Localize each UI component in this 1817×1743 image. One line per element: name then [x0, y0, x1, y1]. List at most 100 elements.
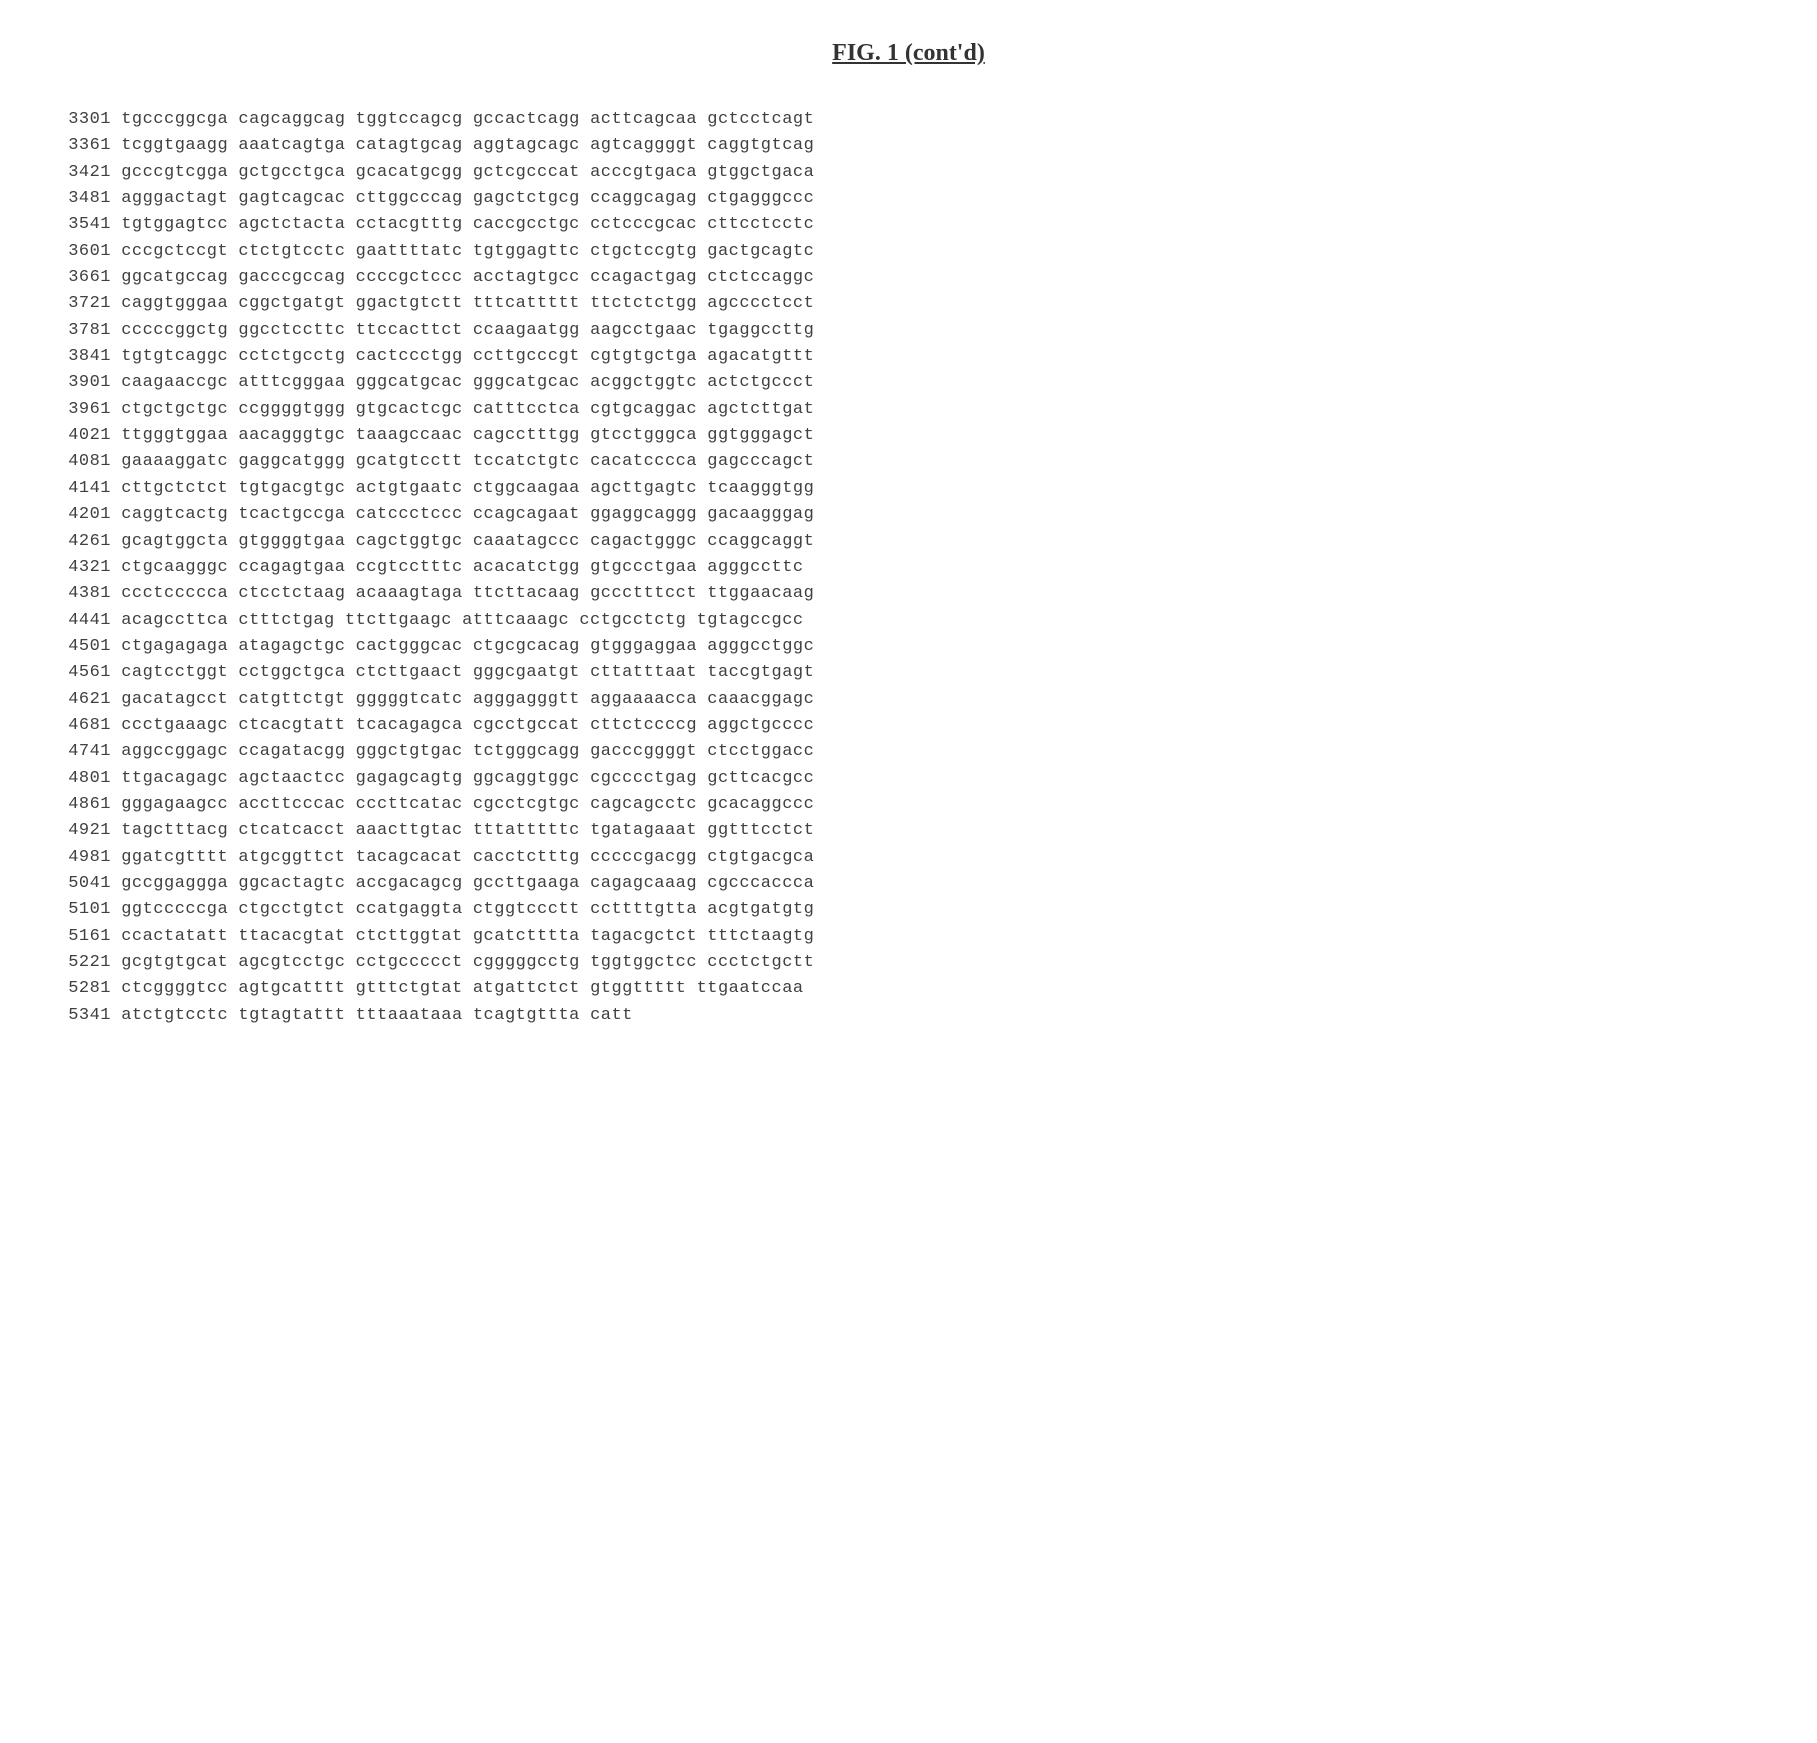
- sequence-group: aagcctgaac: [590, 318, 697, 344]
- sequence-group: tcacagagca: [356, 713, 463, 739]
- sequence-group: ttggaacaag: [707, 581, 814, 607]
- sequence-listing: 3301tgcccggcgacagcaggcagtggtccagcggccact…: [60, 107, 1757, 1029]
- sequence-group: aacagggtgc: [238, 423, 345, 449]
- sequence-row: 5101ggtcccccgactgcctgtctccatgaggtactggtc…: [60, 897, 1757, 923]
- sequence-group: gggagaagcc: [121, 792, 228, 818]
- sequence-group: ccctgaaagc: [121, 713, 228, 739]
- sequence-group: gtgggaggaa: [590, 634, 697, 660]
- sequence-group: ctgctccgtg: [590, 239, 697, 265]
- sequence-group: gagcccagct: [707, 449, 814, 475]
- sequence-position: 5161: [60, 924, 111, 950]
- sequence-group: ctctgtcctc: [238, 239, 345, 265]
- sequence-group: gcgtgtgcat: [121, 950, 228, 976]
- sequence-group: gcccgtcgga: [121, 160, 228, 186]
- sequence-group: ctcatcacct: [238, 818, 345, 844]
- sequence-group: ttgacagagc: [121, 766, 228, 792]
- sequence-row: 5041gccggagggaggcactagtcaccgacagcggccttg…: [60, 871, 1757, 897]
- sequence-group: caaacggagc: [707, 687, 814, 713]
- sequence-row: 4201caggtcactgtcactgccgacatccctcccccagca…: [60, 502, 1757, 528]
- sequence-group: ggcaggtggc: [473, 766, 580, 792]
- sequence-group: agcccctcct: [707, 291, 814, 317]
- sequence-position: 3481: [60, 186, 111, 212]
- sequence-group: acccgtgaca: [590, 160, 697, 186]
- sequence-group: ccctccccca: [121, 581, 228, 607]
- sequence-group: ccaggcagag: [590, 186, 697, 212]
- sequence-group: tgtagccgcc: [697, 608, 804, 634]
- sequence-group: gtggttttt: [590, 976, 686, 1002]
- sequence-group: cctgcctctg: [579, 608, 686, 634]
- sequence-group: caggtgtcag: [707, 133, 814, 159]
- sequence-group: gtgccctgaa: [590, 555, 697, 581]
- sequence-group: gccctttcct: [590, 581, 697, 607]
- sequence-group: gagtcagcac: [238, 186, 345, 212]
- sequence-group: cacctctttg: [473, 845, 580, 871]
- sequence-group: gggcatgcac: [356, 370, 463, 396]
- sequence-group: ccagcagaat: [473, 502, 580, 528]
- sequence-group: gcagtggcta: [121, 529, 228, 555]
- sequence-group: gactgcagtc: [707, 239, 814, 265]
- sequence-group: caccgcctgc: [473, 212, 580, 238]
- sequence-group: tccatctgtc: [473, 449, 580, 475]
- sequence-position: 3361: [60, 133, 111, 159]
- sequence-position: 4921: [60, 818, 111, 844]
- sequence-position: 3541: [60, 212, 111, 238]
- sequence-row: 3841tgtgtcaggccctctgcctgcactccctggccttgc…: [60, 344, 1757, 370]
- sequence-position: 3721: [60, 291, 111, 317]
- sequence-group: agggagggtt: [473, 687, 580, 713]
- sequence-row: 4021ttgggtggaaaacagggtgctaaagccaaccagcct…: [60, 423, 1757, 449]
- sequence-group: accgacagcg: [356, 871, 463, 897]
- sequence-position: 5101: [60, 897, 111, 923]
- sequence-group: tggtggctcc: [590, 950, 697, 976]
- sequence-group: ctcctggacc: [707, 739, 814, 765]
- sequence-group: gacccggggt: [590, 739, 697, 765]
- sequence-group: catagtgcag: [356, 133, 463, 159]
- sequence-group: caggtgggaa: [121, 291, 228, 317]
- sequence-group: catccctccc: [356, 502, 463, 528]
- sequence-group: ctgagggccc: [707, 186, 814, 212]
- sequence-position: 3901: [60, 370, 111, 396]
- sequence-row: 3301tgcccggcgacagcaggcagtggtccagcggccact…: [60, 107, 1757, 133]
- sequence-group: gcatctttta: [473, 924, 580, 950]
- sequence-group: cccttcatac: [356, 792, 463, 818]
- sequence-group: ttcttgaagc: [345, 608, 452, 634]
- sequence-group: gccttgaaga: [473, 871, 580, 897]
- sequence-group: gaaaaggatc: [121, 449, 228, 475]
- sequence-group: ccgtcctttc: [356, 555, 463, 581]
- sequence-group: ccttgcccgt: [473, 344, 580, 370]
- sequence-group: ctcctctaag: [238, 581, 345, 607]
- sequence-group: acagccttca: [121, 608, 228, 634]
- sequence-group: gcacatgcgg: [356, 160, 463, 186]
- sequence-group: ccctctgctt: [707, 950, 814, 976]
- sequence-group: tagacgctct: [590, 924, 697, 950]
- sequence-group: ccagactgag: [590, 265, 697, 291]
- sequence-group: gagctctgcg: [473, 186, 580, 212]
- sequence-group: ccatgaggta: [356, 897, 463, 923]
- sequence-group: ggcactagtc: [238, 871, 345, 897]
- sequence-group: catt: [590, 1003, 633, 1029]
- sequence-group: aggtagcagc: [473, 133, 580, 159]
- sequence-group: tgcccggcga: [121, 107, 228, 133]
- sequence-group: ccaagaatgg: [473, 318, 580, 344]
- sequence-group: actgtgaatc: [356, 476, 463, 502]
- sequence-group: cccccggctg: [121, 318, 228, 344]
- sequence-group: agggactagt: [121, 186, 228, 212]
- sequence-position: 4441: [60, 608, 111, 634]
- sequence-group: ttccacttct: [356, 318, 463, 344]
- sequence-group: aggaaaacca: [590, 687, 697, 713]
- sequence-group: agcttgagtc: [590, 476, 697, 502]
- sequence-group: ttgggtggaa: [121, 423, 228, 449]
- sequence-group: cccccgacgg: [590, 845, 697, 871]
- sequence-group: caaatagccc: [473, 529, 580, 555]
- sequence-group: tgatagaaat: [590, 818, 697, 844]
- sequence-group: accttcccac: [238, 792, 345, 818]
- sequence-position: 3841: [60, 344, 111, 370]
- sequence-group: cctcccgcac: [590, 212, 697, 238]
- sequence-group: cttggcccag: [356, 186, 463, 212]
- sequence-group: gctcgcccat: [473, 160, 580, 186]
- sequence-group: gcacaggccc: [707, 792, 814, 818]
- sequence-group: tttcattttt: [473, 291, 580, 317]
- sequence-group: ctgagagaga: [121, 634, 228, 660]
- sequence-group: aggctgcccc: [707, 713, 814, 739]
- sequence-group: aggccggagc: [121, 739, 228, 765]
- sequence-row: 3901caagaaccgcatttcgggaagggcatgcacgggcat…: [60, 370, 1757, 396]
